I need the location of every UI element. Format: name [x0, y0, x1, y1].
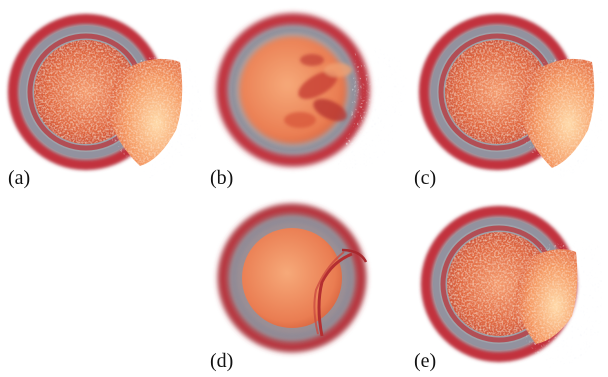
panel-label-d: (d) [210, 350, 234, 372]
panel-e-image [421, 206, 603, 370]
panel-c-image [419, 14, 604, 180]
panel-label-c: (c) [414, 167, 437, 189]
panel-label-e: (e) [414, 350, 437, 372]
panel-label-a: (a) [8, 167, 31, 189]
panel-a-image [8, 14, 202, 178]
panel-d-image [218, 204, 368, 352]
panel-label-b: (b) [210, 167, 234, 189]
panel-b-image [216, 13, 408, 172]
